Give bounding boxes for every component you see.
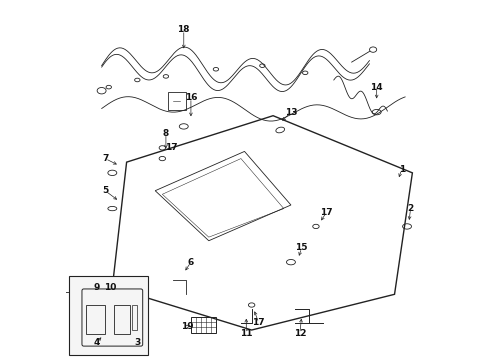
Bar (167, 93, 185, 111)
Bar (132, 305, 137, 330)
Text: 5: 5 (102, 186, 108, 195)
Bar (85, 305, 105, 334)
Text: 4: 4 (93, 338, 99, 347)
Text: 16: 16 (184, 93, 197, 102)
Text: 18: 18 (177, 26, 190, 35)
Text: 17: 17 (164, 143, 177, 152)
Text: 12: 12 (293, 329, 305, 338)
Text: 19: 19 (181, 322, 193, 331)
Text: 8: 8 (163, 129, 169, 138)
Text: 10: 10 (104, 283, 117, 292)
Text: 2: 2 (407, 204, 413, 213)
Text: 13: 13 (284, 108, 297, 117)
Text: 1: 1 (398, 165, 404, 174)
Text: 15: 15 (295, 243, 307, 252)
Text: 17: 17 (252, 318, 264, 327)
Text: 17: 17 (320, 208, 332, 217)
Text: 7: 7 (102, 154, 108, 163)
Text: 6: 6 (187, 258, 194, 267)
Text: 11: 11 (240, 329, 252, 338)
Bar (114, 305, 130, 334)
Text: 14: 14 (369, 83, 382, 92)
Text: 3: 3 (134, 338, 140, 347)
Bar (190, 317, 216, 333)
Bar (69, 276, 148, 355)
Text: 9: 9 (93, 283, 99, 292)
